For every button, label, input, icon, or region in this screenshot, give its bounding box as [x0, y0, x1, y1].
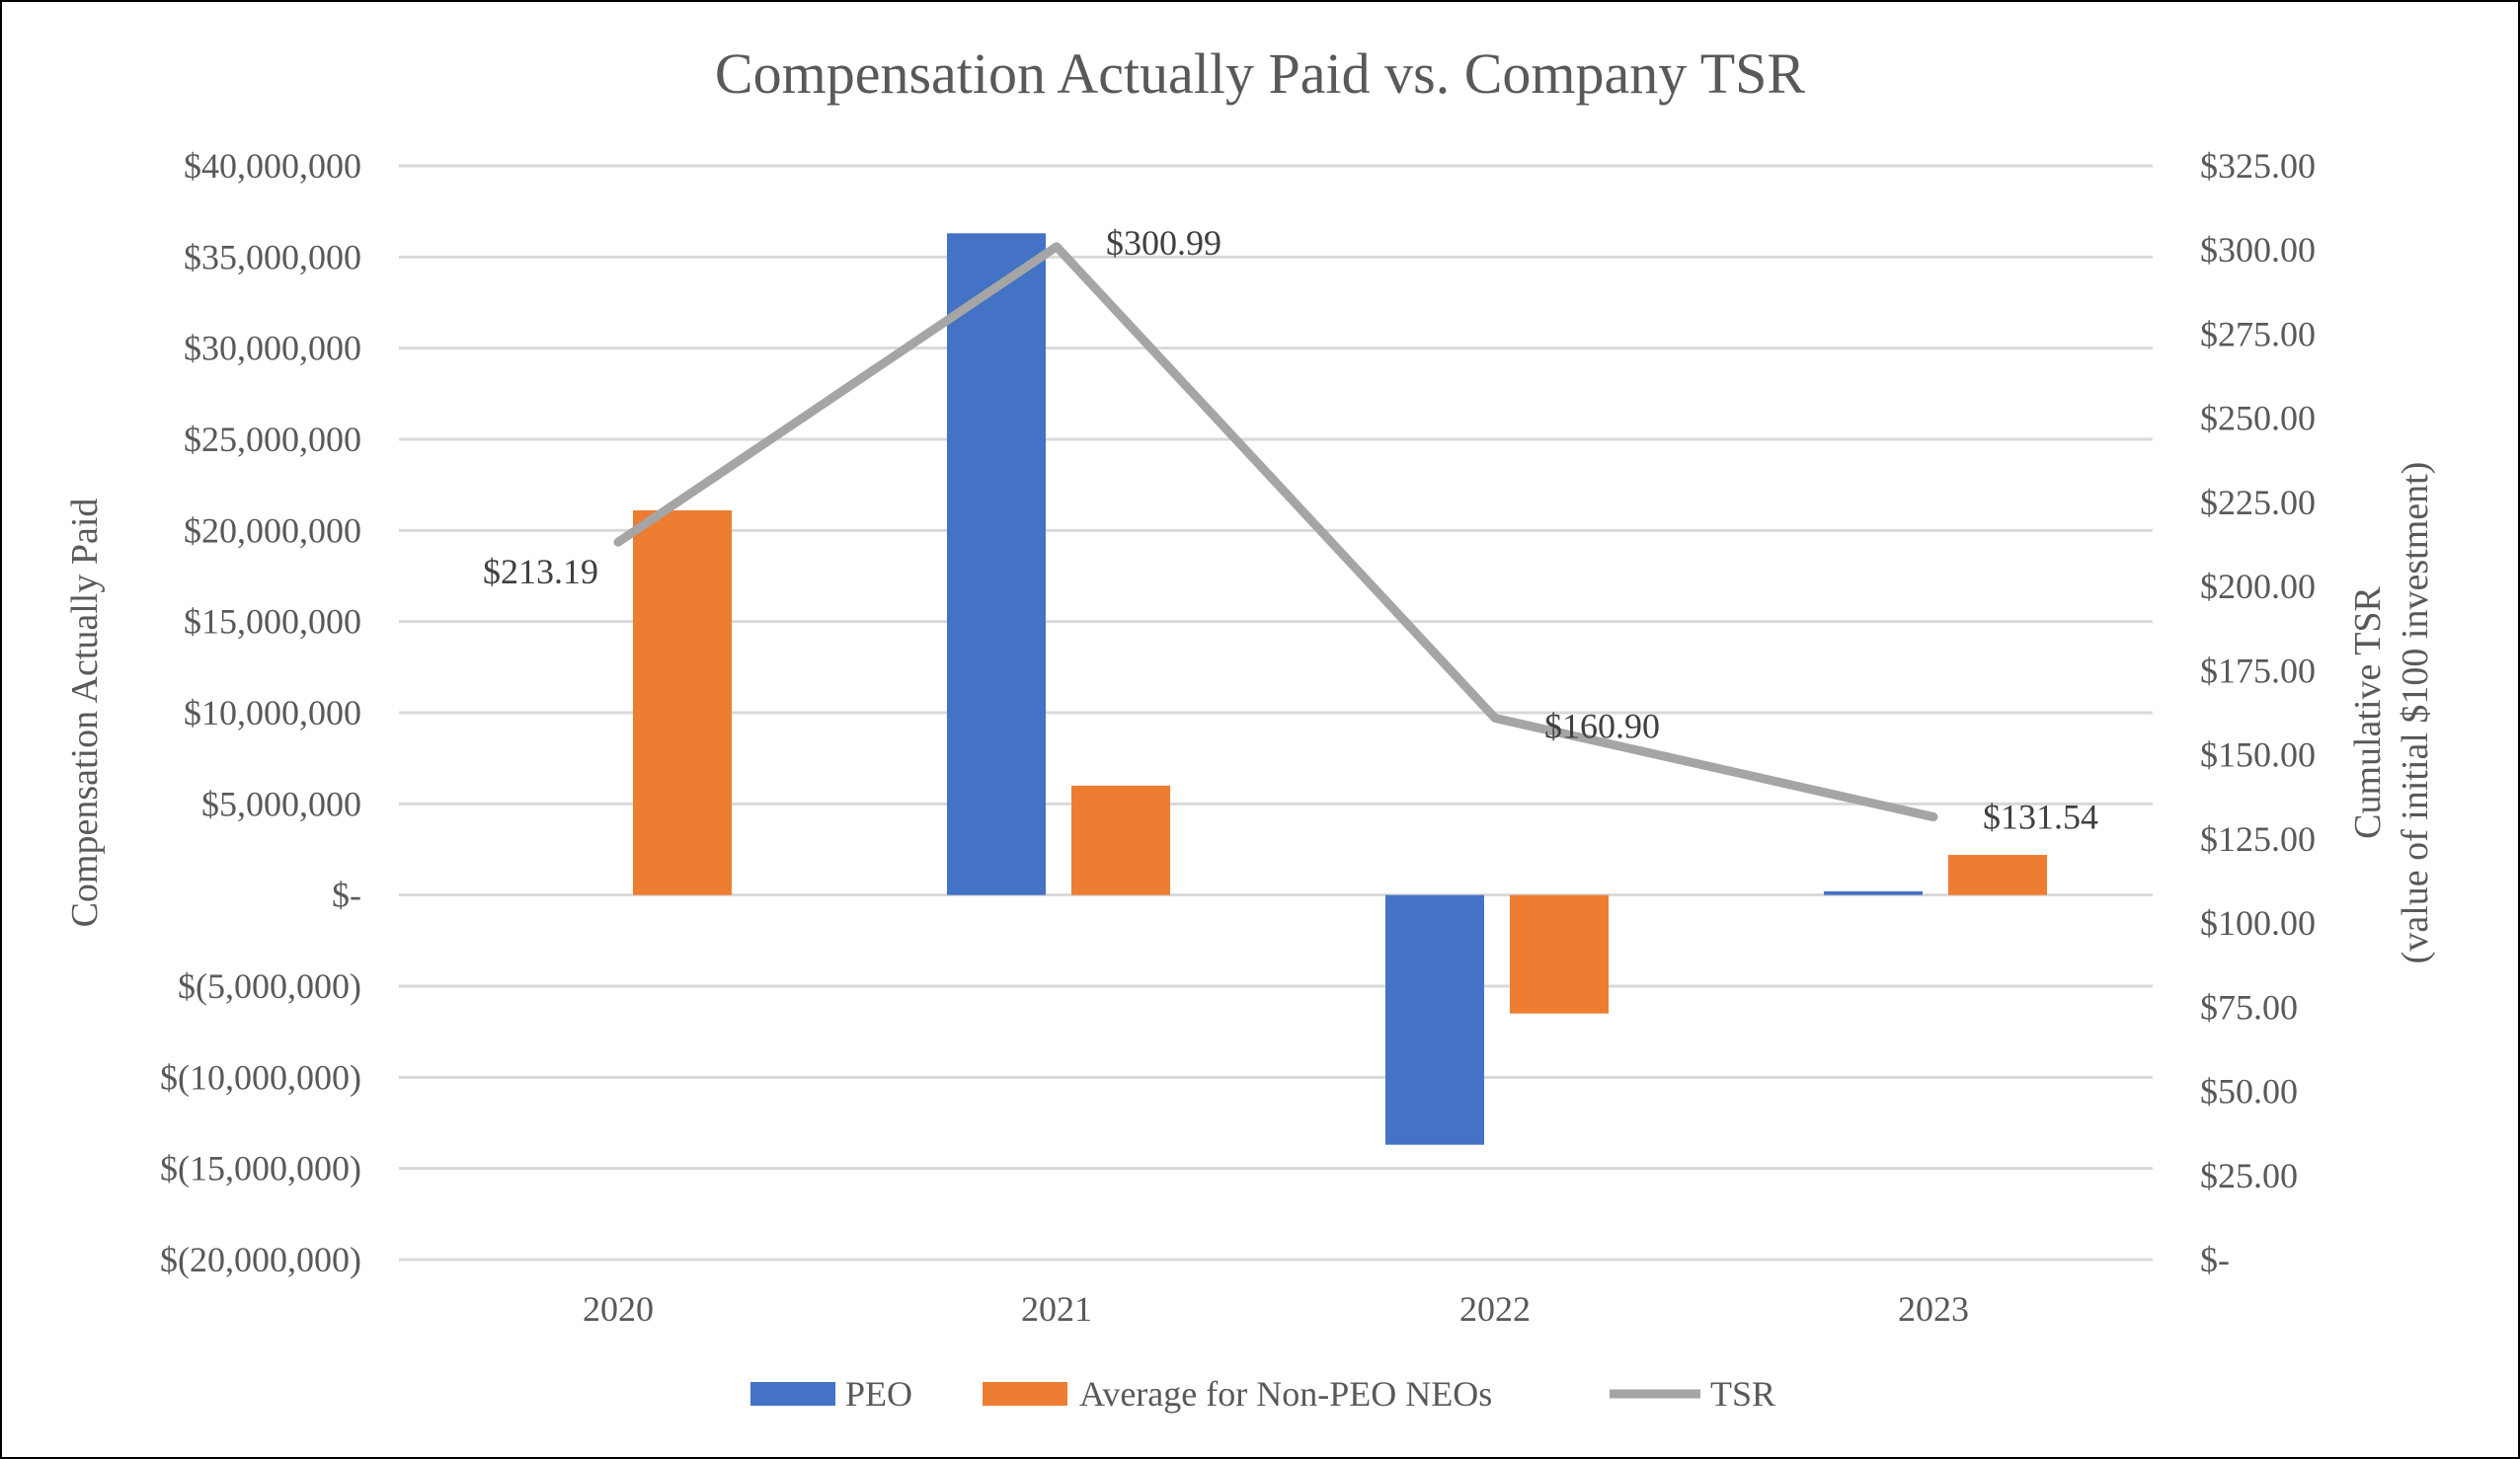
legend-label-non-peo: Average for Non-PEO NEOs [1079, 1374, 1492, 1414]
y2-tick-label: $50.00 [2200, 1072, 2298, 1112]
tsr-line [613, 242, 1938, 822]
y2-tick-label: $150.00 [2200, 735, 2316, 775]
y-tick-label: $35,000,000 [184, 237, 361, 276]
y-tick-label: $10,000,000 [184, 693, 361, 732]
chart-title: Compensation Actually Paid vs. Company T… [715, 41, 1805, 106]
legend-label-tsr: TSR [1710, 1374, 1775, 1414]
y2-tick-label: $- [2200, 1240, 2230, 1279]
tsr-data-label: $160.90 [1544, 706, 1660, 745]
y2-tick-label: $325.00 [2200, 146, 2316, 186]
y-axis-label: Compensation Actually Paid [64, 499, 106, 928]
legend-swatch-non-peo [983, 1382, 1067, 1406]
legend-label-peo: PEO [845, 1374, 912, 1414]
y2-tick-label: $25.00 [2200, 1156, 2298, 1195]
y-tick-label: $40,000,000 [184, 146, 361, 186]
bar-non-peo-2021 [1071, 785, 1170, 895]
legend-swatch-peo [750, 1382, 835, 1406]
bar-non-peo-2023 [1948, 855, 2047, 895]
bar-peo-2022 [1385, 894, 1484, 1145]
bar-peo-2023 [1824, 890, 1923, 895]
y-tick-label: $(10,000,000) [160, 1057, 361, 1097]
x-tick-label: 2023 [1898, 1289, 1969, 1329]
y2-tick-label: $250.00 [2200, 399, 2316, 438]
y-tick-label: $25,000,000 [184, 420, 361, 459]
y-tick-label: $(5,000,000) [178, 966, 361, 1006]
y-tick-label: $20,000,000 [184, 510, 361, 550]
bar-peo-2021 [947, 233, 1046, 895]
tsr-data-label: $131.54 [1983, 798, 2098, 837]
tsr-data-label: $213.19 [483, 552, 598, 591]
y2-tick-label: $75.00 [2200, 987, 2298, 1027]
y-tick-label: $30,000,000 [184, 329, 361, 368]
y-tick-label: $5,000,000 [201, 784, 361, 823]
y-tick-label: $(20,000,000) [160, 1240, 361, 1279]
legend: PEO Average for Non-PEO NEOs TSR [750, 1374, 1775, 1414]
tsr-data-label: $300.99 [1106, 223, 1221, 263]
y-tick-label: $15,000,000 [184, 602, 361, 642]
y2-tick-label: $300.00 [2200, 230, 2316, 269]
y2-tick-label: $200.00 [2200, 567, 2316, 606]
x-tick-label: 2020 [583, 1289, 654, 1329]
y2-tick-label: $175.00 [2200, 651, 2316, 690]
y-tick-label: $(15,000,000) [160, 1149, 361, 1189]
x-tick-label: 2022 [1459, 1289, 1531, 1329]
bar-non-peo-2020 [633, 510, 732, 895]
y2-axis-label-line1: Cumulative TSR [2347, 585, 2389, 838]
bar-non-peo-2022 [1510, 894, 1609, 1014]
y2-tick-label: $125.00 [2200, 819, 2316, 859]
y2-tick-label: $225.00 [2200, 483, 2316, 522]
x-tick-label: 2021 [1021, 1289, 1092, 1329]
y2-axis-label-line2: (value of initial $100 investment) [2395, 462, 2436, 964]
y2-tick-label: $100.00 [2200, 903, 2316, 943]
y2-tick-label: $275.00 [2200, 314, 2316, 353]
y-tick-label: $- [332, 876, 361, 915]
